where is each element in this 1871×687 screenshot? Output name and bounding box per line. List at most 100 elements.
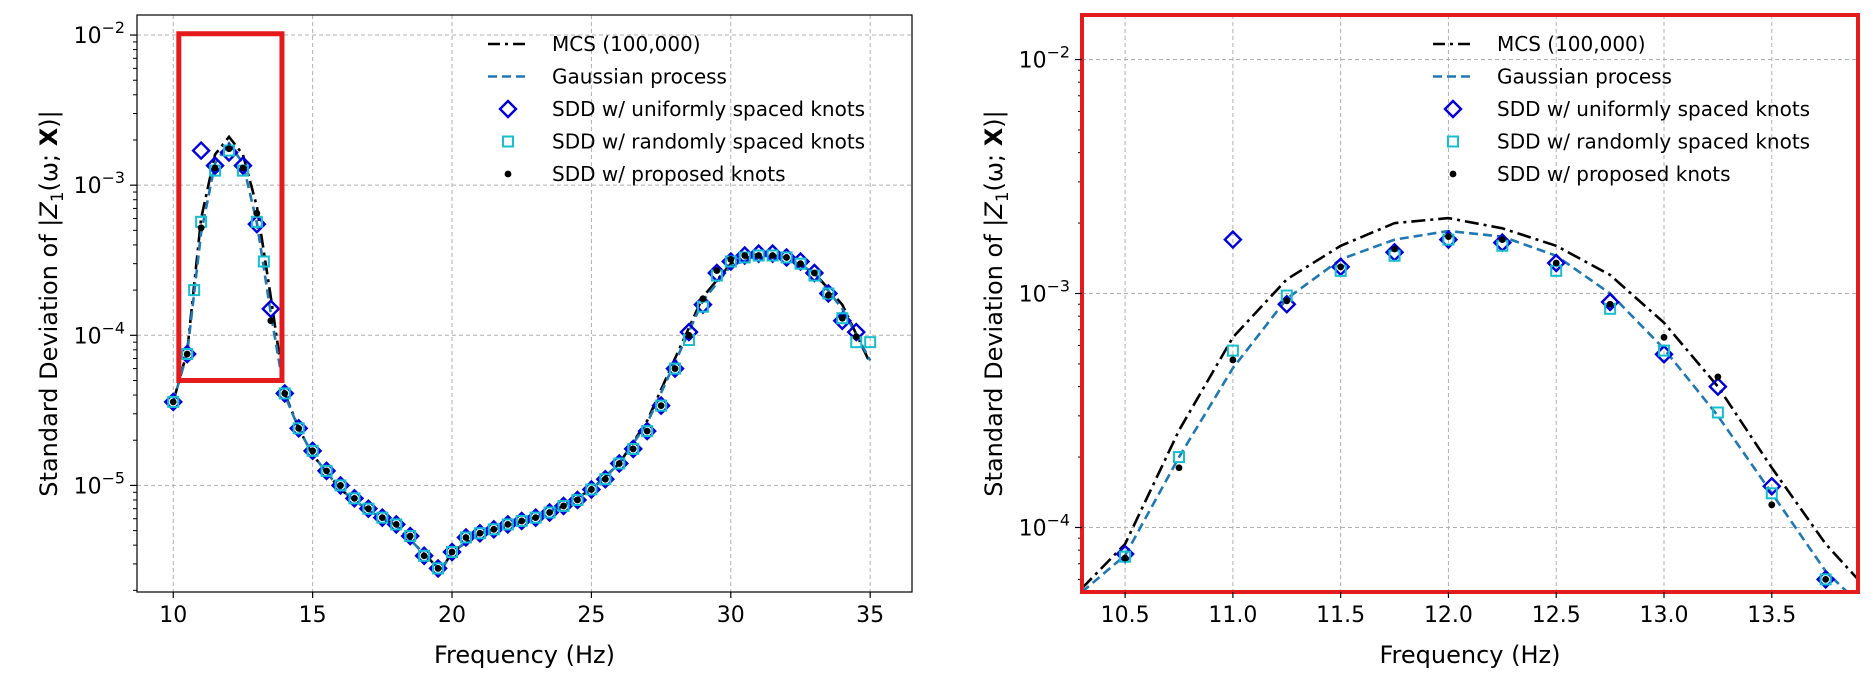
- axes-frame: [1080, 13, 1860, 594]
- data-point-square: [571, 493, 584, 506]
- data-point-dot: [323, 467, 330, 475]
- y-axis-label: Standard Deviation of |Z1(ω; X)|: [35, 110, 67, 496]
- data-point-square: [585, 483, 598, 496]
- x-axis-label: Frequency (Hz): [1380, 641, 1561, 669]
- grid: [1082, 15, 1858, 592]
- data-point-dot: [1121, 554, 1129, 562]
- data-point-diamond: [846, 322, 866, 342]
- data-point-dot: [337, 482, 344, 489]
- data-point-dot: [699, 295, 707, 303]
- y-tick-label: 10−3: [74, 168, 125, 199]
- data-point-dot: [392, 520, 400, 528]
- data-point-dot: [741, 252, 749, 259]
- series-sdd-w-proposed-knots: [1121, 233, 1830, 583]
- data-point-dot: [1498, 236, 1506, 243]
- legend-item: SDD w/ proposed knots: [1449, 162, 1731, 186]
- data-point-square: [1765, 487, 1778, 500]
- data-point-square: [257, 255, 270, 268]
- x-tick-label: 30: [717, 603, 745, 628]
- data-point-square: [669, 362, 682, 375]
- data-point-square: [362, 502, 375, 515]
- y-tick-label: 10−2: [74, 18, 125, 49]
- data-point-square: [292, 422, 305, 435]
- data-point-dot: [1229, 356, 1237, 364]
- data-point-square: [1226, 344, 1239, 357]
- data-point-dot: [615, 460, 623, 467]
- data-point-square: [376, 511, 389, 524]
- chart-1: 10 15 20 25 30 35 10−5 10−4 10−3 10−2 Frequency (H…: [35, 14, 913, 669]
- legend: MCS (100,000) Gaussian process SDD w/ unif…: [1433, 32, 1810, 186]
- data-point-dot: [1660, 333, 1668, 341]
- data-point-dot: [434, 565, 442, 572]
- data-point-dot: [838, 314, 846, 322]
- legend-label: SDD w/ uniformly spaced knots: [552, 97, 865, 121]
- series-mcs-100-000-: [171, 134, 872, 573]
- legend-label: Gaussian process: [1497, 65, 1672, 89]
- data-point-dot: [657, 402, 665, 410]
- data-point-square: [641, 425, 654, 438]
- data-point-dot: [225, 145, 233, 153]
- data-point-square: [1173, 451, 1185, 464]
- series-sdd-w-randomly-spaced-knots: [1119, 233, 1832, 586]
- data-point-diamond: [1223, 229, 1243, 250]
- legend-marker-square: [502, 135, 514, 148]
- y-axis-label: Standard Deviation of |Z1(ω; X)|: [980, 110, 1012, 496]
- data-point-square: [613, 457, 626, 470]
- data-point-square: [780, 251, 793, 264]
- legend-label: Gaussian process: [552, 65, 727, 89]
- data-point-diamond: [1762, 476, 1782, 496]
- chart-2: 10.5 11.0 11.5 12.0 12.5 13.0 13.5 10−4 10−3 10−2…: [980, 13, 1860, 669]
- data-point-square: [167, 395, 180, 408]
- x-tick-label: 10: [159, 603, 187, 628]
- legend-label: MCS (100,000): [1497, 32, 1646, 56]
- data-point-diamond: [679, 322, 699, 342]
- data-point-square: [320, 464, 333, 477]
- data-point-dot: [239, 164, 247, 172]
- zoom-box: [176, 31, 285, 383]
- data-point-dot: [295, 424, 303, 432]
- legend-item: MCS (100,000): [488, 32, 701, 56]
- y-axis: 10−4 10−3 10−2: [1019, 43, 1082, 541]
- data-point-dot: [560, 502, 567, 510]
- legend-label: SDD w/ proposed knots: [552, 162, 786, 186]
- data-point-dot: [211, 164, 219, 172]
- data-point-diamond: [261, 299, 281, 319]
- data-point-square: [348, 492, 361, 505]
- data-point-dot: [629, 445, 637, 453]
- data-point-square: [278, 387, 291, 400]
- data-point-dot: [281, 390, 289, 397]
- y-tick-label: 10−3: [1019, 277, 1070, 308]
- x-tick-label: 35: [856, 603, 884, 628]
- data-point-dot: [671, 365, 679, 372]
- y-tick-label: 10−4: [1019, 510, 1070, 541]
- data-point-dot: [601, 475, 609, 483]
- data-point-square: [473, 527, 486, 540]
- data-point-square: [404, 530, 417, 543]
- data-point-dot: [588, 486, 595, 493]
- data-point-dot: [364, 505, 372, 513]
- data-point-dot: [504, 520, 512, 528]
- data-point-square: [432, 562, 445, 575]
- data-point-diamond: [1546, 253, 1566, 273]
- x-axis-label: Frequency (Hz): [434, 641, 615, 669]
- data-point-dot: [532, 514, 540, 522]
- legend-item: SDD w/ uniformly spaced knots: [1443, 97, 1810, 121]
- data-point-square: [501, 518, 514, 531]
- legend-item: SDD w/ proposed knots: [504, 162, 786, 186]
- data-point-dot: [378, 514, 386, 522]
- legend: MCS (100,000) Gaussian process SDD w/ unif…: [488, 32, 865, 186]
- x-tick-label: 15: [299, 603, 327, 628]
- data-point-diamond: [233, 155, 253, 176]
- data-point-square: [836, 312, 849, 325]
- legend-item: SDD w/ randomly spaced knots: [1447, 130, 1810, 154]
- plot-area: [163, 134, 877, 579]
- data-point-dot: [351, 494, 358, 502]
- data-point-square: [752, 249, 765, 262]
- x-tick-label: 11.0: [1208, 603, 1257, 628]
- data-point-dot: [546, 509, 553, 516]
- x-tick-label: 13.5: [1747, 603, 1796, 628]
- data-point-square: [418, 549, 431, 562]
- data-point-square: [459, 531, 472, 544]
- series-gaussian-process: [1082, 229, 1849, 592]
